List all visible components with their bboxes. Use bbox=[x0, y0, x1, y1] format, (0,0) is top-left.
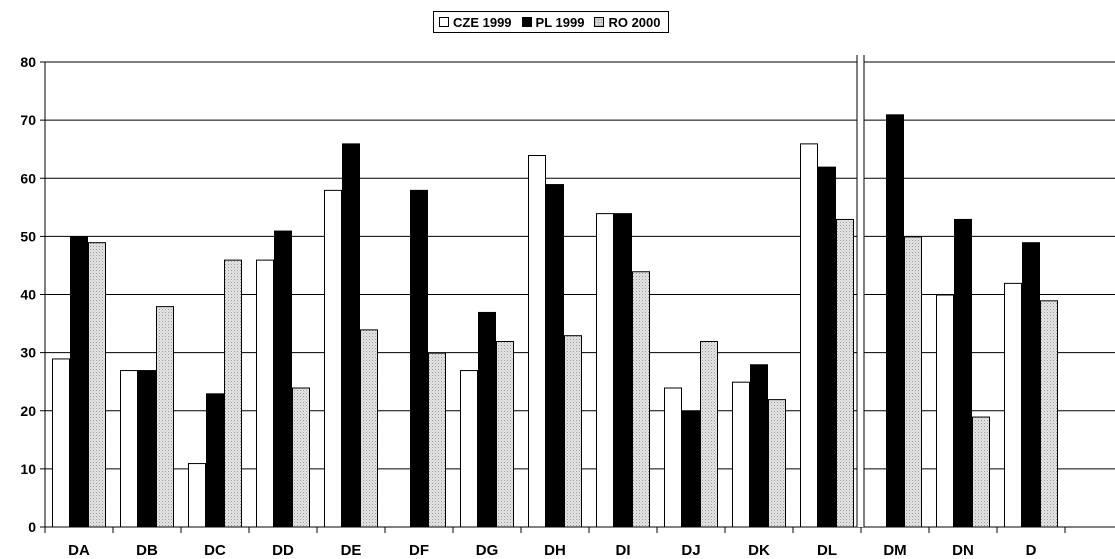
bar-ro-dc bbox=[224, 259, 242, 528]
x-tick-label-da: DA bbox=[68, 542, 90, 559]
x-tick-label-dd: DD bbox=[272, 542, 294, 559]
legend-item-pl: PL 1999 bbox=[521, 14, 585, 30]
legend-label-pl: PL 1999 bbox=[535, 14, 585, 30]
x-tick-label-dk: DK bbox=[748, 542, 770, 559]
bar-pl-dd bbox=[274, 230, 292, 528]
y-tick-label-40: 40 bbox=[20, 287, 36, 303]
bar-ro-di bbox=[632, 271, 650, 528]
legend-label-cze: CZE 1999 bbox=[453, 14, 512, 30]
x-tick-label-dj: DJ bbox=[681, 542, 700, 559]
bar-pl-dg bbox=[478, 311, 496, 528]
x-tick-label-db: DB bbox=[136, 542, 158, 559]
bar-ro-dn bbox=[972, 416, 990, 528]
bar-cze-di bbox=[596, 213, 614, 528]
x-tick-label-dn: DN bbox=[952, 542, 974, 559]
y-tick-label-70: 70 bbox=[20, 112, 36, 128]
bar-cze-de bbox=[324, 189, 342, 528]
bar-cze-dg bbox=[460, 370, 478, 528]
bar-ro-dk bbox=[768, 399, 786, 528]
y-tick-label-0: 0 bbox=[28, 519, 36, 535]
bar-pl-dj bbox=[682, 410, 700, 528]
x-tick-label-dl: DL bbox=[817, 542, 837, 559]
bar-pl-df bbox=[410, 189, 428, 528]
bar-pl-dc bbox=[206, 393, 224, 528]
legend-swatch-ro bbox=[594, 17, 605, 27]
bar-ro-dh bbox=[564, 335, 582, 528]
bar-cze-dh bbox=[528, 155, 546, 528]
legend-item-cze: CZE 1999 bbox=[439, 15, 512, 30]
y-tick-labels: 0 10 20 30 40 50 60 70 80 bbox=[20, 54, 36, 535]
x-tick-label-df: DF bbox=[409, 542, 429, 559]
bar-ro-dj bbox=[700, 341, 718, 528]
bar-pl-db bbox=[138, 370, 156, 528]
legend-label-ro: RO 2000 bbox=[608, 14, 661, 30]
x-tick-label-di: DI bbox=[616, 542, 631, 559]
bar-cze-dd bbox=[256, 259, 274, 528]
bar-cze-dc bbox=[188, 463, 206, 528]
y-tick-label-10: 10 bbox=[20, 461, 36, 477]
separator-gap bbox=[857, 55, 864, 527]
bar-ro-de bbox=[360, 329, 378, 528]
bar-pl-dh bbox=[546, 184, 564, 528]
y-tick-label-30: 30 bbox=[20, 345, 36, 361]
bar-cze-dj bbox=[664, 387, 682, 528]
x-tick-label-de: DE bbox=[341, 542, 362, 559]
bar-pl-dn bbox=[954, 218, 972, 528]
x-tick-label-dc: DC bbox=[204, 542, 226, 559]
axes bbox=[44, 55, 1115, 533]
bar-ro-db bbox=[156, 306, 174, 528]
x-tick-labels: DA DB DC DD DE DF DG DH DI DJ DK DL DM DN D bbox=[68, 542, 1036, 559]
x-tick-label-d: D bbox=[1026, 542, 1037, 559]
x-tick-label-dh: DH bbox=[544, 542, 566, 559]
bar-cze-da bbox=[52, 358, 70, 528]
bar-pl-dl bbox=[818, 166, 836, 528]
legend: CZE 1999 PL 1999 RO 2000 bbox=[433, 11, 669, 33]
legend-item-ro: RO 2000 bbox=[594, 14, 661, 30]
legend-swatch-cze bbox=[439, 17, 449, 27]
y-tick-label-20: 20 bbox=[20, 403, 36, 419]
bar-cze-dk bbox=[732, 381, 750, 528]
bar-pl-dk bbox=[750, 364, 768, 528]
x-tick-label-dm: DM bbox=[883, 542, 906, 559]
bars bbox=[52, 114, 1058, 528]
bar-cze-dl bbox=[800, 143, 818, 528]
bar-pl-da bbox=[70, 236, 88, 528]
bar-pl-dm bbox=[886, 114, 904, 528]
legend-swatch-pl bbox=[521, 17, 532, 27]
bar-ro-df bbox=[428, 352, 446, 528]
y-tick-label-80: 80 bbox=[20, 54, 36, 70]
y-tick-label-50: 50 bbox=[20, 228, 36, 244]
bar-ro-dl bbox=[836, 218, 854, 528]
bar-cze-db bbox=[120, 370, 138, 528]
bar-cze-d bbox=[1004, 282, 1022, 528]
bar-pl-de bbox=[342, 143, 360, 528]
y-tick-label-60: 60 bbox=[20, 170, 36, 186]
bar-ro-da bbox=[88, 242, 106, 528]
bar-pl-di bbox=[614, 213, 632, 528]
bar-ro-d bbox=[1040, 300, 1058, 528]
bar-pl-d bbox=[1022, 242, 1040, 528]
bar-ro-dm bbox=[904, 236, 922, 528]
x-tick-label-dg: DG bbox=[476, 542, 499, 559]
bar-cze-dn bbox=[936, 294, 954, 528]
bar-ro-dg bbox=[496, 341, 514, 528]
bar-ro-dd bbox=[292, 387, 310, 528]
